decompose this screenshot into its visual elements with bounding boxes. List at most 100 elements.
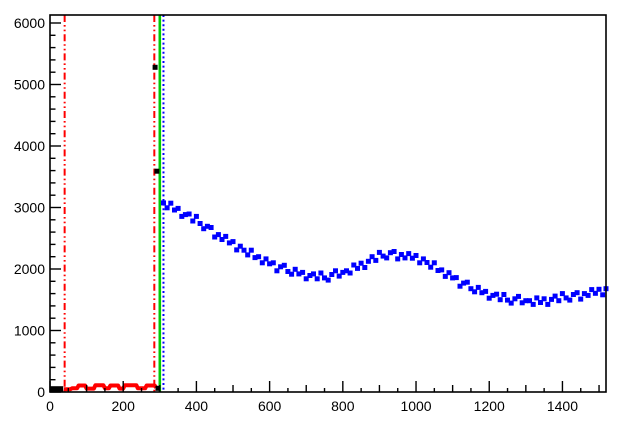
data-point-marker [600, 292, 606, 298]
data-point-marker [472, 289, 478, 295]
data-point-marker [461, 280, 467, 286]
data-point-marker [512, 296, 518, 302]
data-point-marker [519, 300, 525, 306]
data-point-marker [365, 258, 371, 264]
x-axis-tick-label: 0 [46, 398, 54, 414]
data-point-marker [442, 273, 448, 279]
data-point-marker [201, 226, 207, 232]
data-point-marker [570, 292, 576, 297]
data-point-marker [267, 261, 273, 267]
data-point-marker [226, 240, 232, 246]
data-point-marker [241, 247, 247, 253]
blue-scatter-series [161, 200, 609, 307]
data-point-marker [259, 260, 265, 266]
data-point-marker [494, 291, 500, 297]
data-point-marker [391, 249, 397, 254]
y-axis-tick-label: 4000 [14, 138, 45, 154]
data-point-marker [538, 300, 543, 305]
data-point-marker [333, 268, 338, 274]
data-point-marker [523, 298, 529, 304]
data-point-marker [541, 296, 547, 302]
data-point-marker [154, 168, 160, 174]
y-axis-tick-label: 3000 [14, 199, 45, 215]
data-point-marker [505, 297, 510, 303]
data-point-marker [179, 213, 185, 219]
data-point-marker [592, 290, 598, 296]
data-point-marker [322, 275, 327, 281]
data-point-marker [516, 293, 521, 299]
data-point-marker [325, 277, 331, 283]
data-point-marker [355, 265, 360, 271]
data-point-marker [453, 275, 459, 281]
y-axis-tick-label: 2000 [14, 261, 45, 277]
data-point-marker [549, 296, 554, 302]
data-point-marker [585, 292, 591, 298]
data-point-marker [175, 205, 181, 211]
data-point-marker [152, 64, 158, 70]
data-point-marker [398, 252, 404, 257]
data-point-marker [376, 249, 382, 255]
data-point-marker [530, 301, 536, 307]
data-point-marker [384, 255, 390, 261]
data-point-marker [193, 213, 199, 219]
data-point-marker [314, 276, 320, 282]
data-point-marker [351, 262, 357, 268]
data-point-marker [340, 269, 346, 275]
data-point-marker [329, 272, 335, 277]
data-point-marker [527, 298, 532, 304]
y-axis-tick-label: 5000 [14, 76, 45, 92]
data-point-marker [155, 385, 161, 391]
data-point-marker [552, 293, 558, 299]
data-point-marker [289, 271, 295, 277]
data-point-marker [256, 254, 262, 260]
data-point-marker [406, 251, 412, 257]
data-point-marker [230, 239, 236, 245]
x-axis-tick-label: 1200 [474, 398, 505, 414]
data-point-marker [164, 205, 170, 211]
data-point-marker [431, 260, 437, 266]
plot-frame [49, 14, 607, 393]
data-point-marker [223, 233, 229, 239]
data-point-marker [358, 260, 364, 266]
data-point-marker [311, 271, 316, 277]
data-point-marker [292, 266, 298, 272]
x-axis-tick-label: 600 [258, 398, 282, 414]
data-point-marker [534, 295, 540, 301]
data-point-marker [563, 295, 569, 301]
data-point-marker [347, 270, 353, 276]
data-point-marker [483, 288, 489, 294]
data-point-marker [234, 247, 240, 253]
data-point-marker [281, 262, 287, 268]
data-point-marker [490, 292, 496, 298]
x-axis-tick-label: 800 [331, 398, 355, 414]
data-point-marker [578, 296, 584, 302]
data-point-marker [596, 286, 602, 292]
data-point-marker [380, 253, 386, 259]
data-point-marker [556, 298, 562, 304]
data-point-marker [446, 270, 452, 276]
data-point-marker [413, 253, 419, 258]
data-point-marker [274, 268, 280, 274]
x-axis-tick-label: 1400 [547, 398, 578, 414]
data-point-marker [219, 237, 225, 242]
data-point-marker [420, 256, 426, 262]
data-point-marker [285, 269, 291, 274]
data-point-marker [387, 250, 393, 256]
data-point-marker [208, 225, 214, 230]
data-point-marker [369, 254, 375, 260]
data-point-marker [270, 260, 276, 266]
data-point-marker [479, 290, 485, 296]
data-point-marker [307, 273, 313, 278]
data-point-marker [168, 200, 174, 206]
data-point-marker [486, 295, 492, 301]
data-point-marker [237, 243, 243, 249]
data-point-marker [362, 265, 368, 270]
data-point-marker [245, 252, 251, 258]
data-point-marker [475, 284, 481, 290]
data-point-marker [318, 270, 324, 276]
data-point-marker [303, 276, 309, 282]
data-point-marker [252, 255, 258, 261]
data-point-marker [182, 212, 188, 218]
